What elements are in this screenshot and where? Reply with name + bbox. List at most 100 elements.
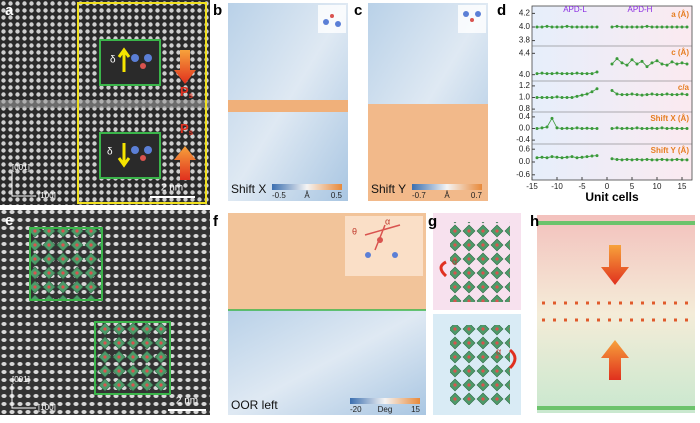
y-tick-label: -0.4	[516, 135, 530, 144]
colorbar-min: -20	[350, 405, 362, 414]
data-point	[580, 127, 584, 130]
data-point	[540, 96, 544, 99]
data-point	[580, 25, 584, 29]
data-point	[630, 25, 634, 29]
data-point	[565, 24, 569, 28]
data-point	[575, 94, 579, 98]
data-point	[630, 92, 634, 96]
data-point	[625, 93, 629, 97]
data-point	[565, 72, 569, 76]
data-point	[595, 87, 599, 91]
data-point	[650, 92, 654, 96]
data-point	[635, 93, 639, 97]
map-title: Shift X	[231, 182, 266, 196]
data-point	[550, 116, 554, 120]
data-point	[640, 127, 644, 130]
y-tick-label: -0.6	[516, 170, 530, 179]
scale-bar: 2 nm	[176, 396, 198, 407]
data-point	[555, 71, 559, 75]
data-point	[540, 126, 544, 130]
data-point	[685, 158, 689, 162]
data-point	[585, 72, 589, 76]
data-point	[670, 126, 674, 130]
data-point	[665, 92, 669, 96]
data-point	[660, 25, 664, 29]
colorbar-max: 15	[411, 405, 420, 414]
data-point	[570, 72, 574, 76]
data-point	[655, 25, 659, 29]
data-point	[535, 156, 539, 160]
colorbar-unit: Å	[304, 191, 310, 200]
data-point	[545, 24, 549, 28]
data-point	[645, 65, 649, 69]
data-point	[675, 127, 679, 130]
panel-f: θ α -20 Deg 15 OOR left f	[213, 213, 426, 415]
data-point	[670, 93, 674, 97]
data-point	[610, 157, 614, 161]
apd-label: APD-H	[628, 5, 653, 14]
x-tick-label: 15	[678, 182, 687, 191]
data-point	[640, 25, 644, 29]
colorbar-min: -0.7	[412, 191, 426, 200]
data-point	[620, 127, 624, 130]
data-point	[545, 96, 549, 99]
map-title: Shift Y	[371, 182, 406, 196]
x-tick-label: -5	[578, 182, 586, 191]
panel-b: -0.5 Å 0.5 Shift X b	[213, 2, 348, 201]
data-point	[630, 58, 634, 62]
data-point	[615, 24, 619, 28]
data-point	[685, 93, 689, 97]
data-point	[635, 62, 639, 66]
x-tick-label: -15	[526, 182, 538, 191]
data-point	[590, 154, 594, 158]
panel-label: b	[213, 2, 222, 19]
data-point	[555, 25, 559, 29]
data-point	[680, 92, 684, 96]
data-point	[645, 24, 649, 28]
data-point	[665, 63, 669, 67]
data-point	[595, 127, 599, 130]
y-tick-label: 4.4	[519, 48, 531, 57]
y-tick-label: 3.8	[519, 36, 531, 45]
data-point	[680, 25, 684, 29]
data-point	[665, 25, 669, 29]
data-point	[620, 158, 624, 162]
data-point	[680, 61, 684, 65]
data-point	[595, 25, 599, 29]
y-tick-label: 4.0	[519, 22, 531, 31]
symbol: α	[496, 346, 501, 356]
data-point	[620, 61, 624, 65]
data-point	[615, 157, 619, 161]
data-point	[545, 125, 549, 129]
data-point	[560, 72, 564, 76]
data-point	[575, 156, 579, 160]
symbol: α	[452, 256, 457, 266]
axis-label: [001]	[12, 163, 30, 172]
data-point	[560, 96, 564, 99]
data-point	[610, 62, 614, 66]
x-tick-label: 5	[630, 182, 635, 191]
data-point	[655, 59, 659, 63]
data-point	[590, 72, 594, 76]
data-point	[560, 156, 564, 160]
data-point	[570, 25, 574, 29]
panel-a: δ δ Ps Ps [001] [100] 2 nm a	[0, 0, 210, 205]
data-point	[565, 155, 569, 159]
data-point	[660, 126, 664, 130]
panel-label: h	[530, 213, 539, 230]
x-tick-label: 0	[605, 182, 610, 191]
data-point	[650, 61, 654, 65]
data-point	[635, 126, 639, 130]
y-tick-label: 0.0	[519, 124, 531, 133]
data-point	[560, 127, 564, 130]
x-tick-label: -10	[551, 182, 563, 191]
panel-d: d APD-L APD-H Unit cells -15 -10 -5 0 5 10 15 4…	[497, 2, 693, 204]
panel-h: h	[530, 213, 695, 413]
row-label: c/a	[678, 83, 690, 92]
colorbar-unit: Å	[444, 191, 450, 200]
data-point	[610, 25, 614, 29]
data-point	[685, 127, 689, 130]
data-point	[640, 59, 644, 63]
polarization: Ps	[180, 121, 194, 137]
